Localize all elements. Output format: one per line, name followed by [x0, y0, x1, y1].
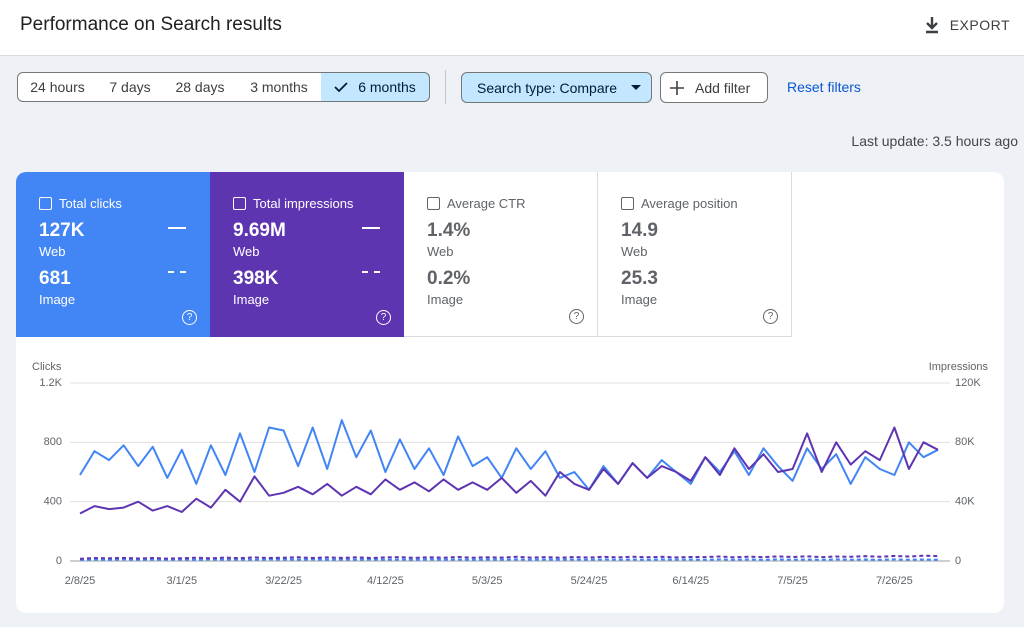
metric-value: 14.9	[621, 220, 658, 241]
series-line-dashed	[79, 554, 939, 560]
y-tick-label: 0	[56, 555, 62, 567]
x-tick-label: 7/5/25	[777, 575, 808, 587]
range-button[interactable]: 24 hours	[17, 72, 98, 102]
metric-value: 127K	[39, 220, 85, 241]
line-style-solid	[168, 227, 186, 229]
add-filter-label: Add filter	[695, 79, 751, 96]
x-tick-label: 3/1/25	[166, 575, 197, 587]
x-tick-label: 5/3/25	[472, 575, 503, 587]
metric-card[interactable]: Total clicks 127K Web 681 Image ?	[16, 172, 210, 337]
x-tick-label: 2/8/25	[65, 575, 96, 587]
y2-axis-title: Impressions	[929, 361, 989, 373]
reset-filters[interactable]: Reset filters	[787, 79, 861, 95]
y-tick-label: 1.2K	[39, 377, 62, 389]
series-line	[79, 419, 939, 491]
y-tick-label: 400	[44, 496, 62, 508]
range-button-selected[interactable]: 6 months	[321, 72, 430, 102]
metric-sub: Web	[427, 244, 454, 259]
x-tick-label: 7/26/25	[876, 575, 913, 587]
line-style-dashed	[168, 271, 186, 273]
metric-sub: Web	[39, 244, 66, 259]
x-tick-label: 6/14/25	[672, 575, 709, 587]
help-icon[interactable]: ?	[182, 310, 197, 325]
search-type-dropdown[interactable]: Search type: Compare	[461, 72, 652, 103]
top-bar	[0, 0, 1024, 56]
checkbox-checked	[233, 197, 246, 210]
metric-value: 9.69M	[233, 220, 286, 241]
export-label: EXPORT	[949, 17, 1010, 33]
dropdown-arrow	[631, 84, 642, 90]
x-tick-label: 4/12/25	[367, 575, 404, 587]
metric-card[interactable]: Average CTR 1.4% Web 0.2% Image ?	[404, 172, 598, 337]
y-tick-label: 800	[44, 436, 62, 448]
line-style-solid	[362, 227, 380, 229]
y-axis-title: Clicks	[32, 361, 62, 373]
metric-label: Average CTR	[447, 196, 526, 211]
metric-label: Average position	[641, 196, 738, 211]
check-icon	[334, 82, 348, 93]
metric-sub: Image	[39, 292, 76, 307]
y2-tick-label: 80K	[955, 436, 975, 448]
range-button[interactable]: 28 days	[163, 72, 238, 102]
help-icon[interactable]: ?	[376, 310, 391, 325]
metric-sub: Web	[233, 244, 260, 259]
y2-tick-label: 40K	[955, 496, 975, 508]
metric-card[interactable]: Average position 14.9 Web 25.3 Image ?	[598, 172, 792, 337]
metric-value: 681	[39, 268, 71, 289]
y2-tick-label: 0	[955, 555, 961, 567]
metric-sub: Image	[621, 292, 658, 307]
x-tick-label: 5/24/25	[571, 575, 608, 587]
download-icon	[925, 17, 938, 34]
page-title: Performance on Search results	[20, 14, 282, 35]
checkbox-checked	[39, 197, 52, 210]
metric-sub: Web	[621, 244, 648, 259]
help-icon[interactable]: ?	[569, 309, 584, 324]
metric-value: 25.3	[621, 268, 658, 289]
checkbox	[621, 197, 634, 210]
last-update: Last update: 3.5 hours ago	[851, 133, 1018, 149]
metric-value: 398K	[233, 268, 279, 289]
range-label: 6 months	[358, 79, 416, 95]
export-button[interactable]: EXPORT	[924, 16, 1010, 34]
metric-value: 1.4%	[427, 220, 471, 241]
y2-tick-label: 120K	[955, 377, 981, 389]
divider	[445, 70, 446, 104]
chart-panel: Total clicks 127K Web 681 Image ? Total …	[16, 172, 1004, 613]
search-type-label: Search type: Compare	[477, 79, 618, 96]
metric-value: 0.2%	[427, 268, 471, 289]
x-tick-label: 3/22/25	[265, 575, 302, 587]
line-style-dashed	[362, 271, 380, 273]
add-filter-button[interactable]: Add filter	[660, 72, 768, 103]
metric-sub: Image	[233, 292, 270, 307]
help-icon[interactable]: ?	[763, 309, 778, 324]
checkbox	[427, 197, 440, 210]
plus-icon	[670, 80, 684, 95]
series-line	[79, 426, 939, 515]
metric-sub: Image	[427, 292, 464, 307]
metric-label: Total impressions	[253, 196, 354, 211]
range-button[interactable]: 7 days	[97, 72, 164, 102]
metric-card[interactable]: Total impressions 9.69M Web 398K Image ?	[210, 172, 404, 337]
metric-label: Total clicks	[59, 196, 122, 211]
